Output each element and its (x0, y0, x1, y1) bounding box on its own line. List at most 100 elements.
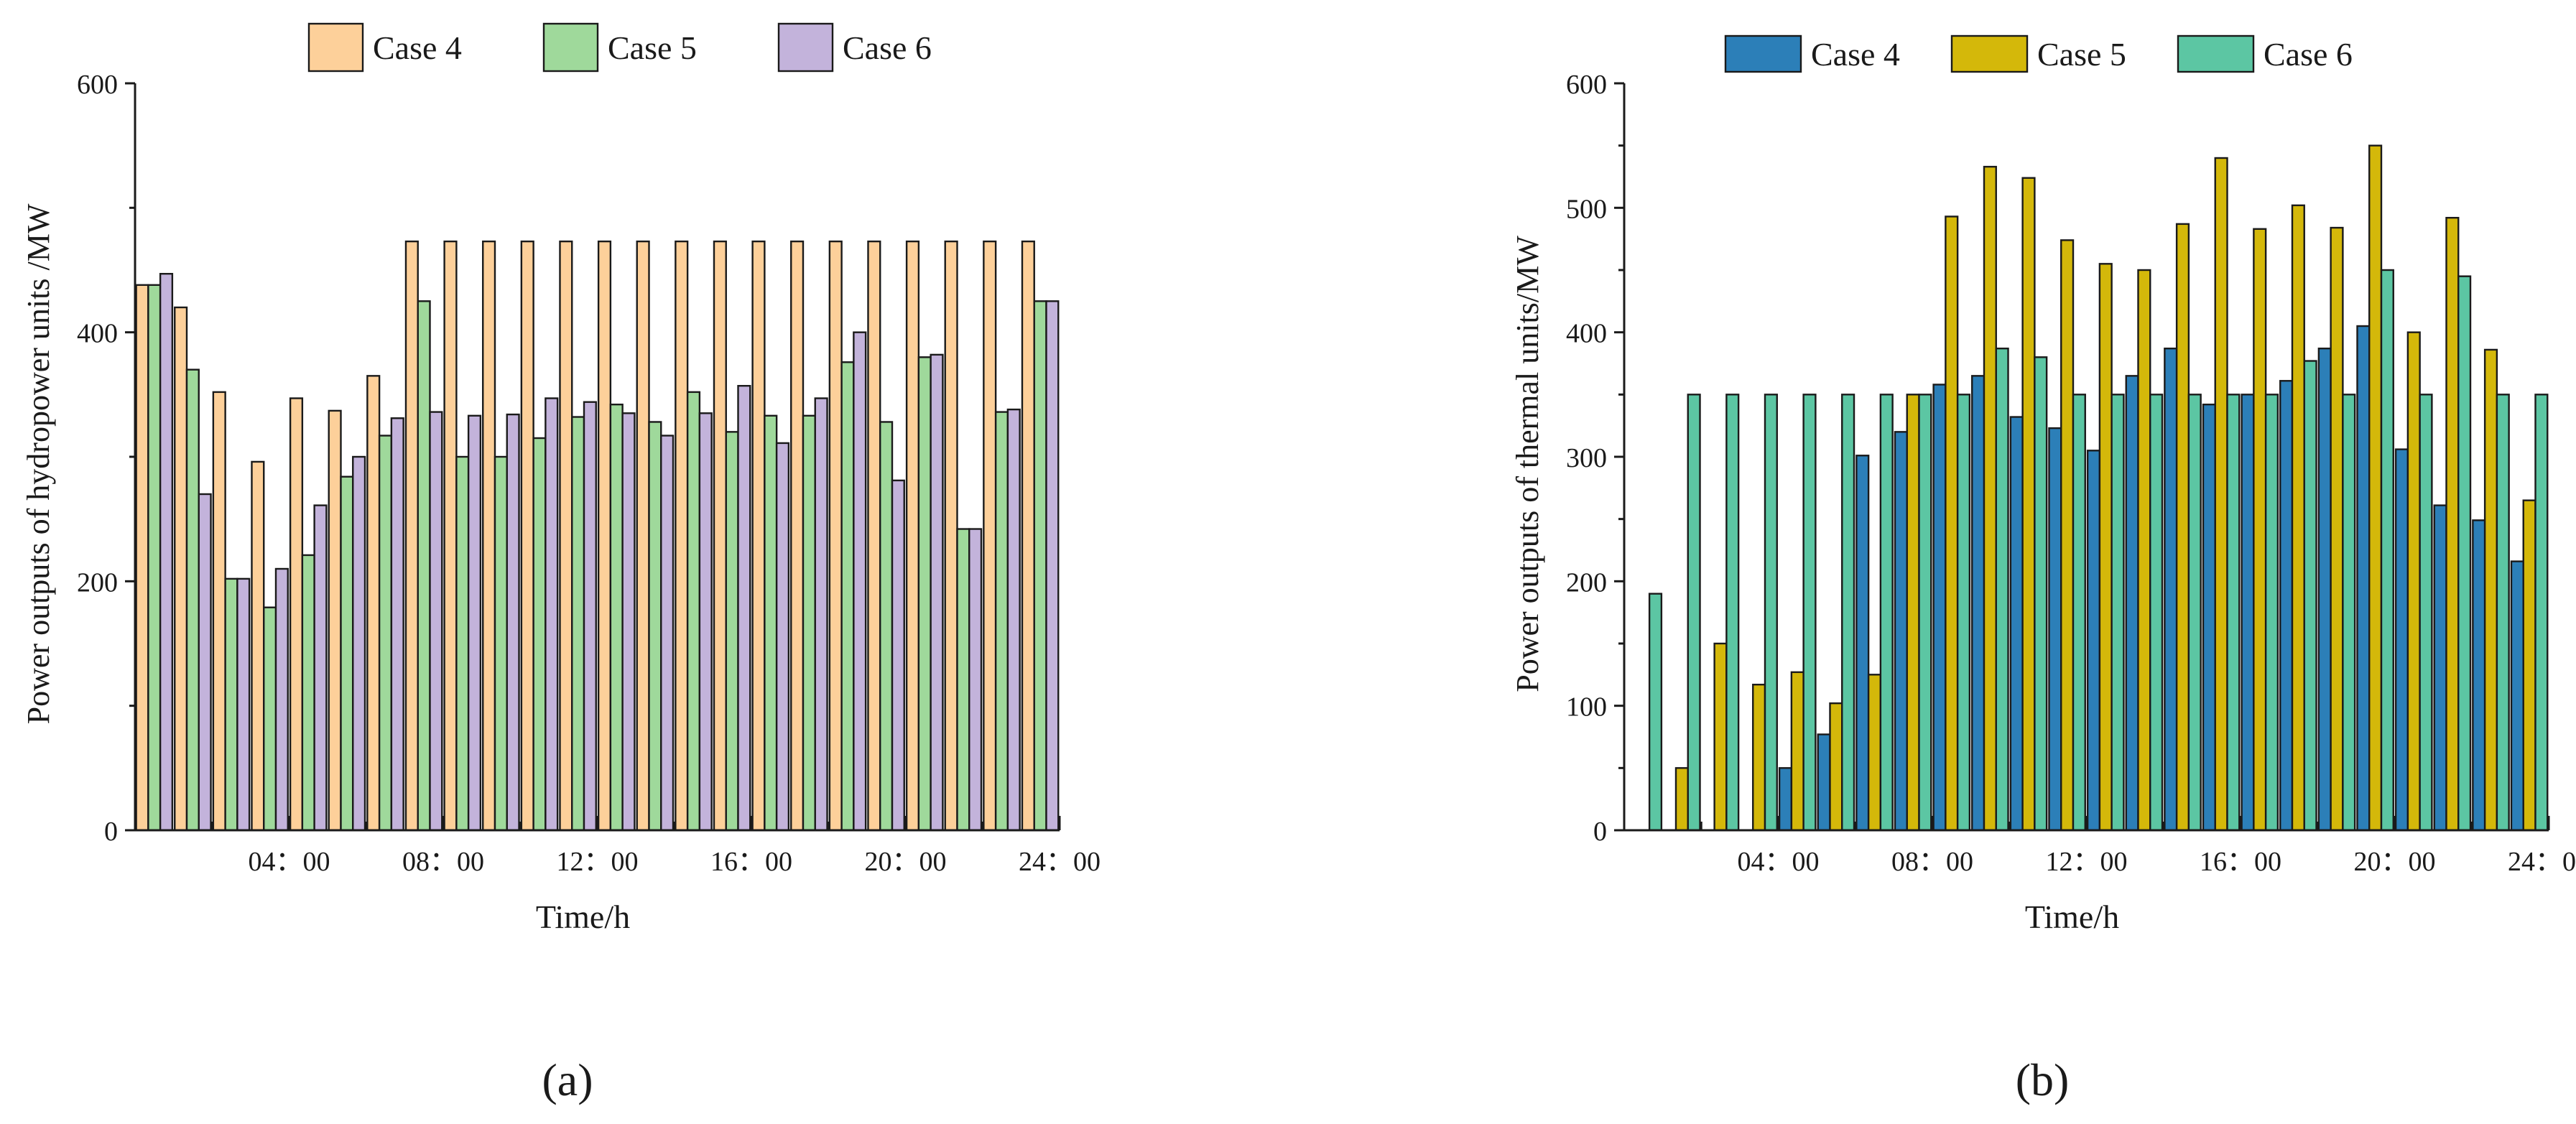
bar-case-6-h7 (390, 417, 404, 832)
bar-case-4-h24 (1021, 240, 1035, 832)
bar-case-6-h1 (159, 273, 174, 832)
panel-a-y-axis-title: Power outputs of hydropower units /MW (21, 203, 56, 724)
panel-b-plot (1614, 82, 2550, 832)
bar-case-4-h7 (366, 375, 381, 832)
bar-case-6-h18 (814, 397, 828, 832)
bar-case-6-h20 (2380, 269, 2394, 832)
bar-case-4-h11 (2009, 416, 2024, 832)
bar-case-6-h9 (467, 414, 482, 832)
bar-case-4-h20 (867, 240, 881, 832)
bar-case-5-h13 (2098, 263, 2113, 832)
bar-case-5-h11 (532, 437, 547, 832)
bar-case-4-h23 (983, 240, 997, 832)
bar-case-5-h21 (917, 356, 932, 832)
bar-case-5-h13 (609, 404, 624, 832)
panel-a-xtick-label: 24：00 (1019, 847, 1101, 877)
bar-case-5-h20 (879, 421, 894, 832)
bar-case-5-h18 (802, 414, 816, 832)
bar-case-6-h11 (545, 397, 559, 832)
bar-case-5-h8 (417, 300, 431, 832)
panel-a-xticks: 04：00 08：00 12：00 16：00 20：00 24：00 (248, 847, 1101, 877)
panel-b-legend-label-case-5: Case 5 (2037, 36, 2126, 73)
panel-a-yticks: 0 200 400 600 (77, 70, 118, 847)
panel-b-legend-swatch-case-4 (1724, 34, 1802, 73)
chart-panel-a: Case 4 Case 5 Case 6 0 200 400 600 04：00… (21, 22, 1101, 1105)
bar-case-6-h13 (621, 412, 636, 832)
panel-a-legend-label-case-6: Case 6 (843, 29, 932, 66)
bar-case-6-h8 (429, 411, 443, 832)
bar-case-4-h21 (2394, 448, 2409, 832)
panel-a-legend-swatch-case-6 (777, 22, 834, 73)
bar-case-4-h17 (2241, 394, 2255, 832)
bar-case-4-h22 (2433, 504, 2447, 832)
bar-case-5-h9 (1945, 215, 1959, 832)
panel-a-xtick-label: 20：00 (864, 847, 946, 877)
bar-case-6-h15 (2187, 394, 2202, 832)
panel-b-legend-swatch-case-6 (2177, 34, 2255, 73)
bar-case-4-h14 (2125, 375, 2139, 832)
bar-case-4-h7 (1855, 455, 1870, 832)
bar-case-4-h16 (2202, 404, 2216, 832)
bar-case-6-h12 (583, 401, 597, 832)
bar-case-5-h15 (2175, 223, 2190, 832)
bar-case-5-h20 (2368, 144, 2383, 832)
bar-case-4-h16 (713, 240, 727, 832)
panel-b-x-axis-title: Time/h (2025, 898, 2119, 935)
panel-a-legend-label-case-5: Case 5 (608, 29, 697, 66)
bar-case-4-h18 (790, 240, 805, 832)
panel-b-ytick-label: 400 (1566, 319, 1607, 349)
bar-case-5-h21 (2406, 331, 2421, 832)
bar-case-5-h5 (301, 554, 315, 832)
bar-case-4-h9 (1932, 384, 1947, 832)
bar-case-5-h8 (1906, 394, 1920, 832)
bar-case-5-h24 (2522, 499, 2536, 832)
bar-case-5-h19 (2330, 226, 2344, 832)
panel-a-ytick-label: 0 (104, 817, 118, 847)
bar-case-5-h12 (571, 416, 585, 832)
bar-case-4-h19 (828, 240, 843, 832)
bar-case-6-h5 (1802, 394, 1817, 832)
panel-b-ytick-label: 200 (1566, 567, 1607, 598)
panel-a-xtick-label: 12：00 (556, 847, 638, 877)
bar-case-6-h18 (2303, 360, 2317, 832)
panel-b-xtick-label: 16：00 (2200, 847, 2281, 877)
panel-a-xtick-label: 04：00 (248, 847, 330, 877)
panel-a-legend: Case 4 Case 5 Case 6 (307, 22, 932, 73)
bar-case-6-h20 (891, 479, 905, 832)
bar-case-5-h10 (1983, 165, 1997, 832)
panel-a-ytick-label: 600 (77, 70, 118, 100)
panel-b-xtick-label: 24：00 (2508, 847, 2576, 877)
bar-case-6-h13 (2111, 394, 2125, 832)
bar-case-6-h21 (930, 353, 944, 832)
bar-case-4-h9 (443, 240, 458, 832)
bar-case-5-h12 (2060, 239, 2075, 832)
bar-case-4-h6 (328, 409, 342, 832)
bar-case-5-h7 (1867, 674, 1882, 832)
bar-case-4-h18 (2279, 380, 2294, 832)
panel-a-x-axis-title: Time/h (536, 898, 630, 935)
bar-case-5-h22 (2445, 217, 2460, 832)
bar-case-4-h20 (2356, 325, 2371, 832)
bar-case-5-h17 (764, 414, 778, 832)
bar-case-6-h3 (236, 577, 251, 832)
bar-case-5-h6 (340, 475, 354, 832)
bar-case-4-h10 (1971, 375, 1986, 832)
panel-b-xtick-label: 20：00 (2353, 847, 2435, 877)
bar-case-6-h6 (1841, 394, 1855, 832)
panel-b-xticks: 04：00 08：00 12：00 16：00 20：00 24：00 (1737, 847, 2576, 877)
panel-a-ytick-label: 400 (77, 319, 118, 349)
bar-case-6-h2 (1687, 394, 1701, 832)
panel-a-plot (125, 82, 1061, 832)
bar-case-6-h14 (2149, 394, 2164, 832)
bar-case-4-h12 (559, 240, 573, 832)
panel-b-y-axis-title: Power outputs of thermal units/MW (1510, 236, 1545, 692)
panel-b-ytick-label: 100 (1566, 692, 1607, 723)
bar-case-6-h12 (2072, 394, 2086, 832)
panel-a-label: (a) (542, 1054, 593, 1105)
bar-case-6-h4 (274, 567, 289, 832)
bar-case-6-h16 (737, 385, 751, 832)
panel-b-xtick-label: 08：00 (1891, 847, 1973, 877)
bar-case-4-h10 (482, 240, 496, 832)
bar-case-6-h24 (2534, 394, 2549, 832)
